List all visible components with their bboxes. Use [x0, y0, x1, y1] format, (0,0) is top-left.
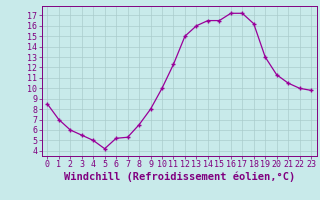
X-axis label: Windchill (Refroidissement éolien,°C): Windchill (Refroidissement éolien,°C) — [64, 172, 295, 182]
